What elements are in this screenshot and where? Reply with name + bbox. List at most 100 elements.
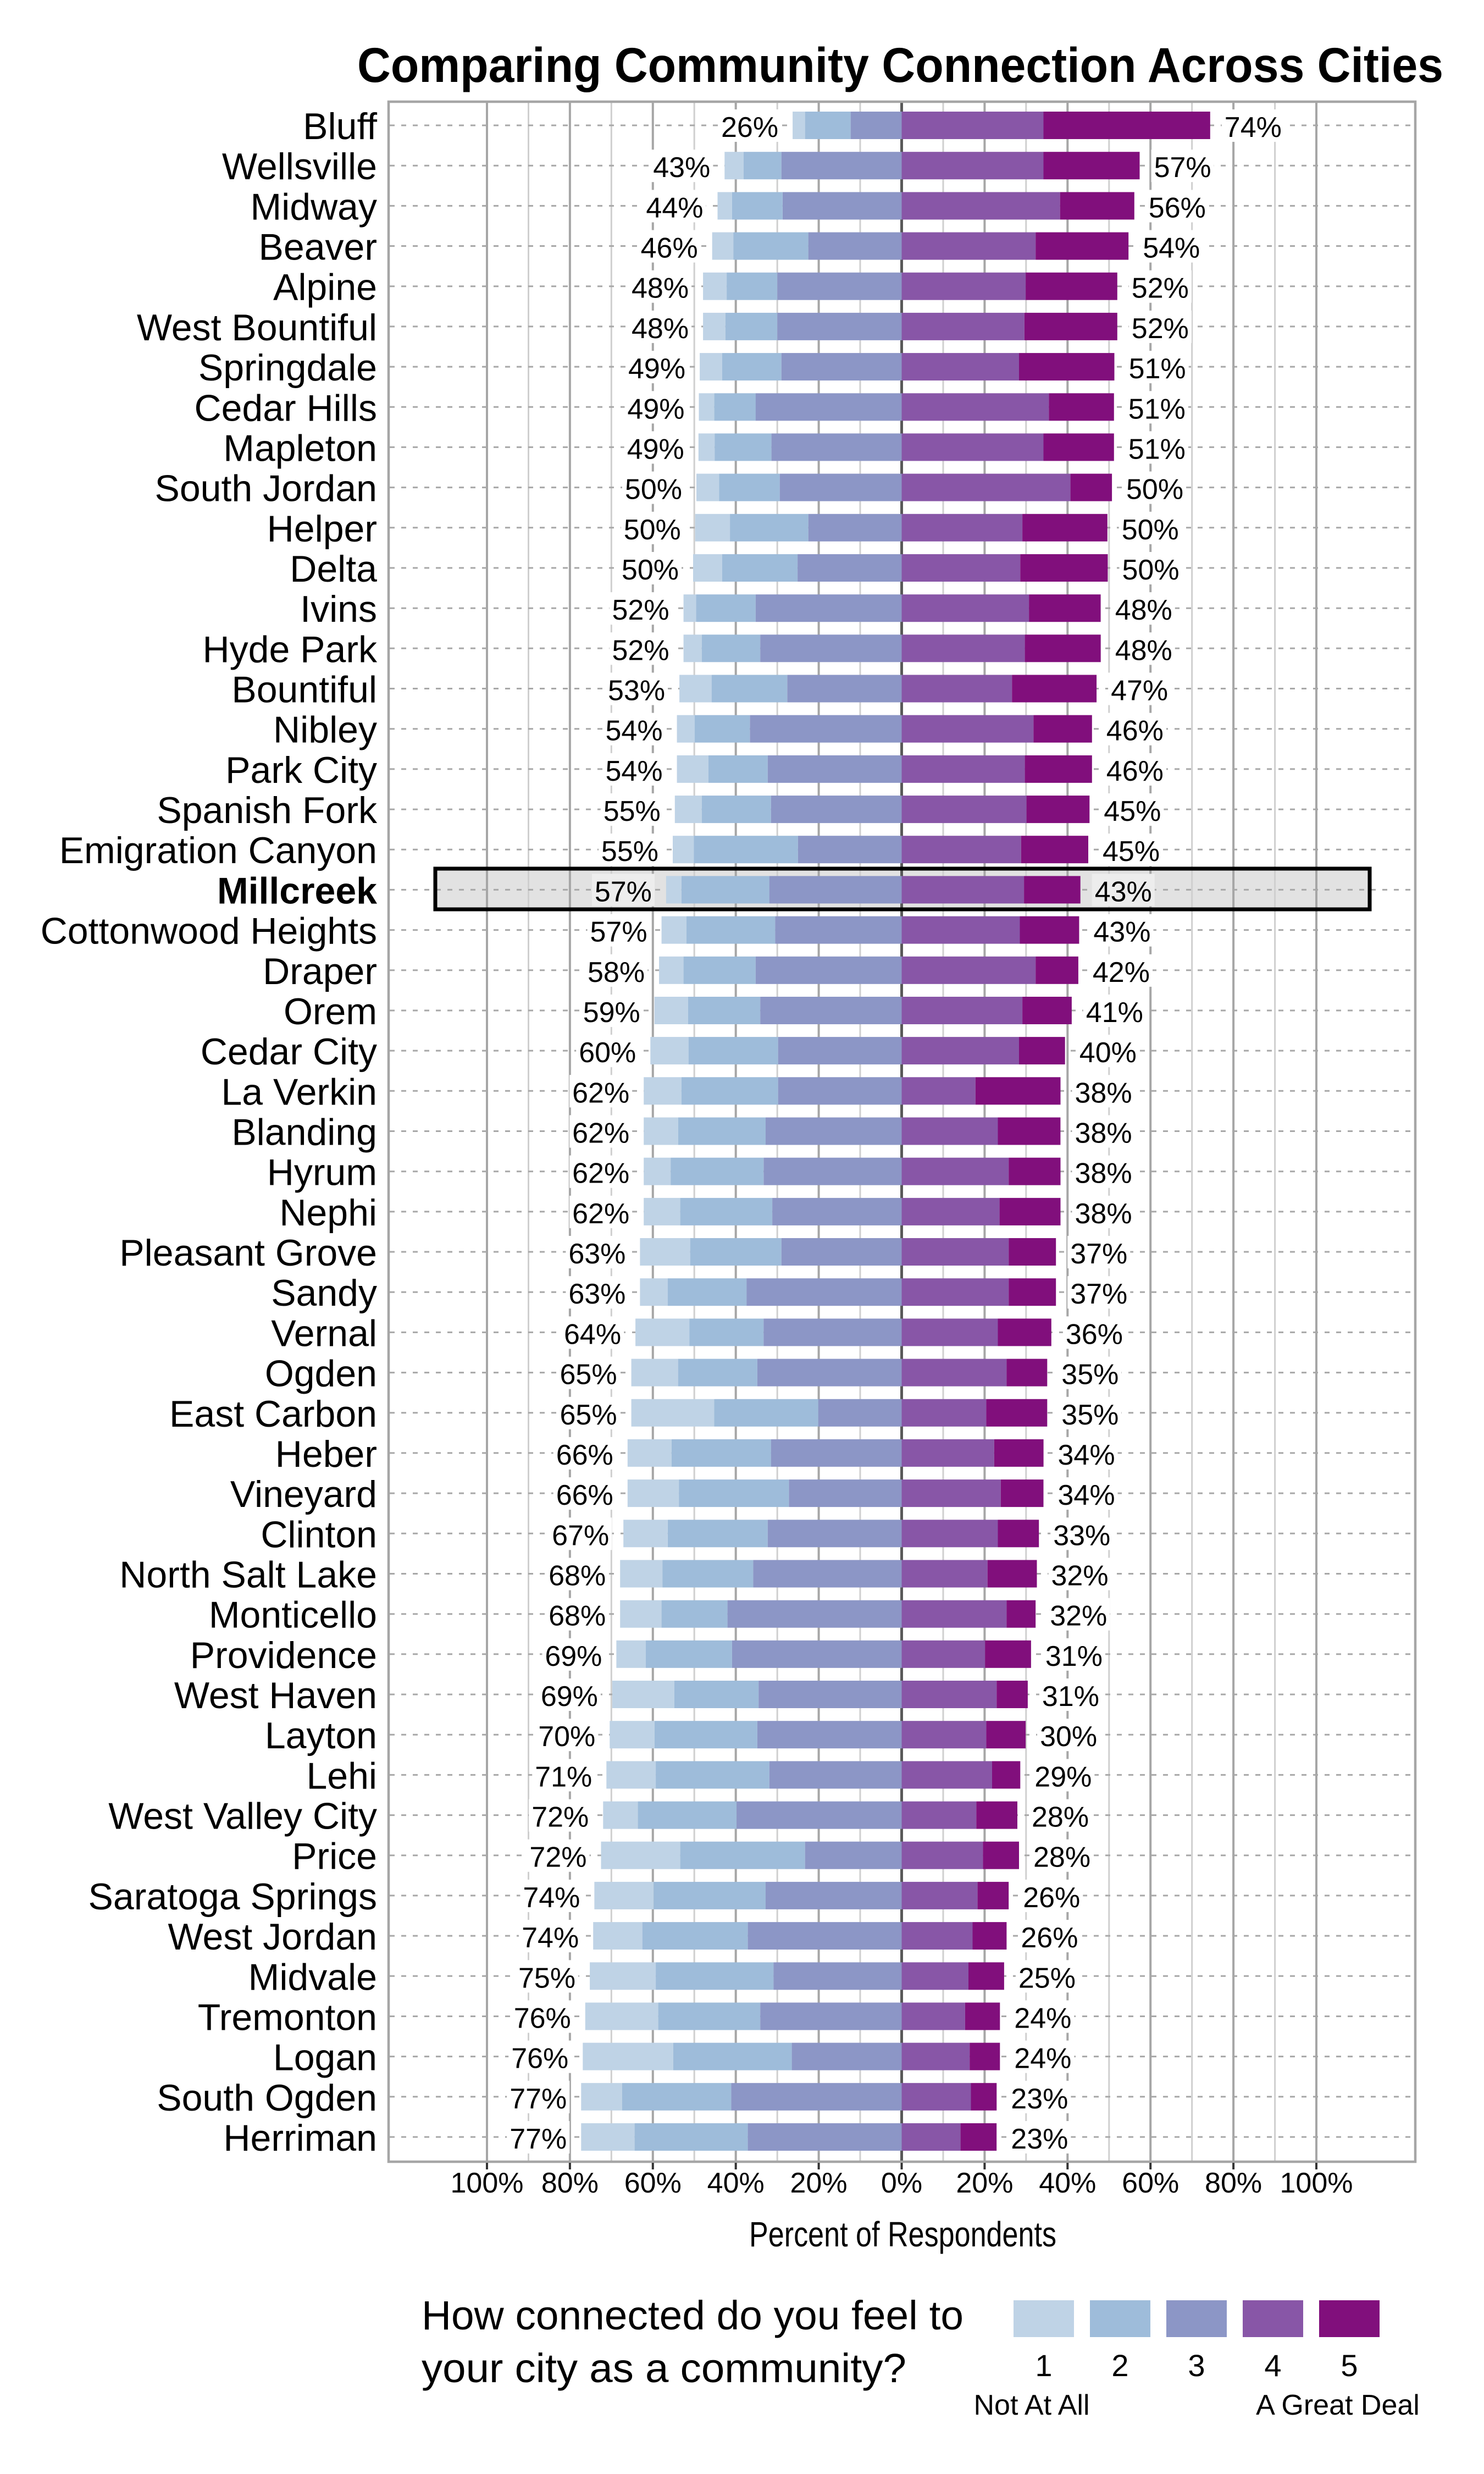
svg-text:Pleasant Grove: Pleasant Grove: [119, 1232, 377, 1274]
svg-text:North Salt Lake: North Salt Lake: [119, 1554, 377, 1596]
svg-text:62%: 62%: [572, 1158, 629, 1190]
svg-text:48%: 48%: [1115, 594, 1172, 626]
svg-text:55%: 55%: [601, 836, 658, 868]
svg-text:Bluff: Bluff: [303, 106, 377, 147]
svg-text:23%: 23%: [1011, 2083, 1068, 2115]
svg-text:49%: 49%: [627, 433, 684, 465]
svg-text:63%: 63%: [568, 1278, 625, 1310]
svg-text:Emigration Canyon: Emigration Canyon: [59, 830, 377, 871]
svg-text:Layton: Layton: [265, 1715, 377, 1757]
svg-text:67%: 67%: [552, 1520, 609, 1551]
svg-text:53%: 53%: [608, 675, 665, 707]
svg-text:46%: 46%: [641, 233, 698, 264]
svg-text:Park City: Park City: [225, 749, 377, 791]
svg-text:29%: 29%: [1034, 1761, 1092, 1793]
svg-text:Nephi: Nephi: [279, 1192, 377, 1234]
svg-text:62%: 62%: [572, 1118, 629, 1150]
svg-text:60%: 60%: [624, 2167, 682, 2199]
svg-text:38%: 38%: [1075, 1198, 1132, 1230]
svg-text:54%: 54%: [606, 755, 663, 787]
svg-text:50%: 50%: [624, 514, 681, 546]
svg-text:20%: 20%: [790, 2167, 848, 2199]
svg-text:West Bountiful: West Bountiful: [137, 307, 377, 349]
svg-text:68%: 68%: [549, 1560, 606, 1592]
svg-text:32%: 32%: [1051, 1560, 1109, 1592]
svg-text:66%: 66%: [556, 1439, 613, 1471]
svg-text:your city as a community?: your city as a community?: [422, 2345, 906, 2391]
svg-text:80%: 80%: [1205, 2167, 1262, 2199]
svg-text:24%: 24%: [1014, 2043, 1071, 2075]
svg-text:40%: 40%: [707, 2167, 765, 2199]
svg-text:68%: 68%: [549, 1600, 606, 1632]
svg-text:35%: 35%: [1061, 1359, 1118, 1391]
svg-text:48%: 48%: [632, 313, 689, 345]
svg-text:30%: 30%: [1040, 1721, 1097, 1753]
svg-text:72%: 72%: [531, 1802, 589, 1834]
svg-text:0%: 0%: [881, 2167, 922, 2199]
svg-text:Alpine: Alpine: [273, 267, 377, 308]
svg-text:38%: 38%: [1075, 1118, 1132, 1150]
svg-text:Midway: Midway: [251, 186, 378, 228]
svg-text:62%: 62%: [572, 1077, 629, 1109]
svg-text:Orem: Orem: [284, 991, 377, 1032]
svg-text:100%: 100%: [1280, 2167, 1353, 2199]
svg-text:26%: 26%: [1021, 1922, 1078, 1954]
svg-text:La Verkin: La Verkin: [221, 1071, 377, 1113]
svg-text:Lehi: Lehi: [306, 1755, 377, 1797]
svg-text:South Ogden: South Ogden: [157, 2077, 377, 2119]
svg-text:57%: 57%: [1154, 152, 1211, 184]
svg-text:Wellsville: Wellsville: [222, 146, 377, 187]
svg-text:80%: 80%: [541, 2167, 599, 2199]
svg-text:59%: 59%: [583, 997, 640, 1029]
svg-text:37%: 37%: [1070, 1278, 1127, 1310]
svg-text:74%: 74%: [1225, 112, 1282, 143]
svg-text:54%: 54%: [606, 715, 663, 747]
svg-text:Cottonwood Heights: Cottonwood Heights: [41, 910, 377, 952]
svg-text:52%: 52%: [1132, 273, 1189, 305]
svg-text:Nibley: Nibley: [273, 709, 377, 751]
svg-text:West Valley City: West Valley City: [108, 1796, 377, 1837]
svg-text:60%: 60%: [1122, 2167, 1179, 2199]
svg-text:72%: 72%: [529, 1842, 586, 1874]
svg-text:Hyrum: Hyrum: [267, 1152, 377, 1194]
svg-text:23%: 23%: [1011, 2123, 1068, 2155]
svg-text:26%: 26%: [721, 112, 778, 143]
svg-text:Logan: Logan: [273, 2037, 377, 2079]
svg-text:76%: 76%: [514, 2003, 571, 2035]
svg-text:51%: 51%: [1128, 433, 1186, 465]
svg-text:Ivins: Ivins: [300, 588, 377, 630]
svg-text:Blanding: Blanding: [231, 1112, 377, 1153]
svg-text:24%: 24%: [1014, 2003, 1071, 2035]
svg-text:Monticello: Monticello: [209, 1594, 377, 1636]
svg-text:4: 4: [1264, 2348, 1281, 2383]
svg-text:56%: 56%: [1149, 192, 1206, 224]
svg-text:25%: 25%: [1018, 1962, 1076, 1994]
svg-text:Price: Price: [292, 1836, 377, 1877]
svg-text:33%: 33%: [1053, 1520, 1110, 1551]
svg-text:74%: 74%: [522, 1922, 579, 1954]
svg-text:43%: 43%: [1093, 916, 1150, 948]
svg-text:Vineyard: Vineyard: [230, 1473, 377, 1515]
svg-text:77%: 77%: [510, 2083, 567, 2115]
svg-text:28%: 28%: [1032, 1802, 1089, 1834]
svg-text:West Jordan: West Jordan: [168, 1916, 377, 1958]
svg-text:50%: 50%: [1126, 474, 1183, 506]
svg-text:62%: 62%: [572, 1198, 629, 1230]
svg-text:Cedar Hills: Cedar Hills: [194, 387, 377, 429]
svg-text:50%: 50%: [622, 554, 679, 586]
svg-text:Cedar City: Cedar City: [201, 1031, 377, 1073]
svg-text:77%: 77%: [510, 2123, 567, 2155]
svg-text:69%: 69%: [545, 1641, 602, 1672]
svg-text:Tremonton: Tremonton: [198, 1997, 377, 2039]
svg-text:East Carbon: East Carbon: [169, 1393, 377, 1435]
svg-text:Springdale: Springdale: [198, 347, 377, 389]
svg-text:51%: 51%: [1128, 393, 1186, 425]
svg-text:69%: 69%: [541, 1681, 598, 1713]
svg-text:Midvale: Midvale: [248, 1956, 377, 1998]
svg-text:Saratoga Springs: Saratoga Springs: [88, 1876, 377, 1918]
svg-text:47%: 47%: [1111, 675, 1168, 707]
svg-text:45%: 45%: [1103, 836, 1160, 868]
svg-text:65%: 65%: [560, 1399, 617, 1431]
svg-text:100%: 100%: [451, 2167, 524, 2199]
svg-text:26%: 26%: [1023, 1882, 1080, 1914]
